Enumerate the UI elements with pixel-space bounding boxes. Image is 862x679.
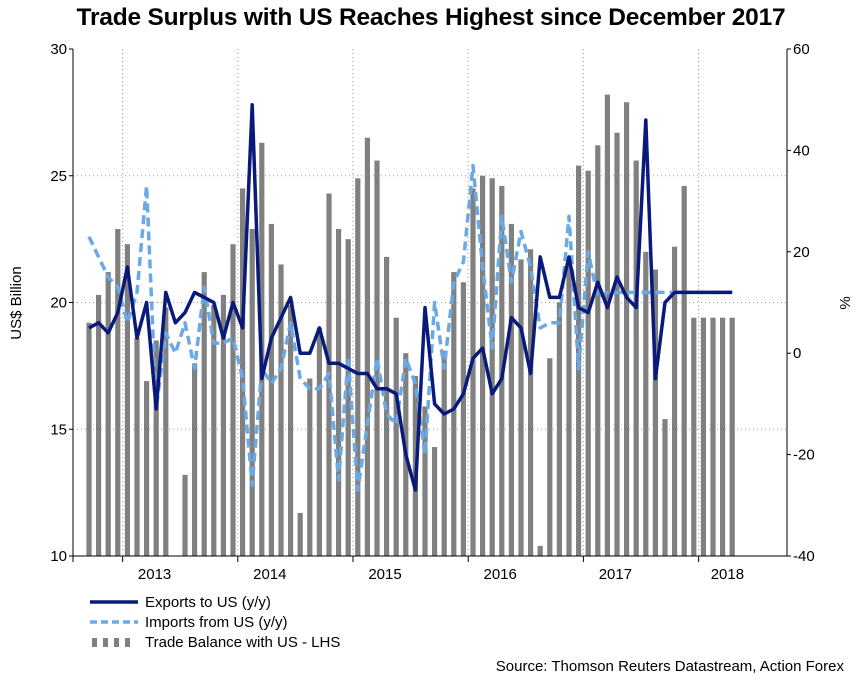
bar-trade-balance [96,294,102,556]
bar-trade-balance [364,137,370,556]
bar-trade-balance [192,363,198,556]
bar-trade-balance [470,188,476,557]
left-tick-label: 30 [50,41,67,58]
bar-trade-balance [134,337,140,556]
x-tick-label: 2014 [253,566,286,583]
bar-trade-balance [662,419,668,556]
right-tick-label: 20 [793,244,810,261]
bar-trade-balance [441,350,447,556]
bar-trade-balance [489,178,495,556]
bar-trade-balance [230,244,236,556]
right-tick-label: -40 [793,548,815,565]
left-tick-label: 25 [50,168,67,185]
axis-layer: 10 15 20 25 30 -40 -20 0 20 40 60 2013 2014 2015 2016 2… [50,41,814,583]
legend-swatch-balance [92,638,130,647]
bar-trade-balance [729,317,735,556]
bar-trade-balance [460,282,466,556]
right-axis-title: % [837,296,854,309]
bar-trade-balance [537,545,543,556]
bar-trade-balance [681,185,687,556]
bar-trade-balance [288,305,294,556]
bar-trade-balance [220,294,226,556]
legend-label-balance: Trade Balance with US - LHS [145,633,341,651]
bar-trade-balance [422,406,428,556]
bar-trade-balance [652,269,658,556]
bar-trade-balance [480,175,486,556]
bar-trade-balance [316,327,322,556]
bar-trade-balance [585,170,591,556]
legend-label-imports: Imports from US (y/y) [145,613,288,631]
legend-label-exports: Exports to US (y/y) [145,593,271,611]
bar-trade-balance [566,264,572,556]
chart-title: Trade Surplus with US Reaches Highest si… [76,4,786,31]
legend-item-imports: Imports from US (y/y) [90,612,340,632]
bar-trade-balance [432,446,438,556]
bar-layer [86,94,735,557]
bar-trade-balance [508,223,514,557]
exports-line-layer [88,103,733,492]
x-tick-label: 2017 [599,566,632,583]
bar-trade-balance [528,249,534,556]
imports-line-layer [87,163,733,492]
bar-trade-balance [556,302,562,556]
bar-trade-balance [115,228,121,557]
right-tick-label: 0 [793,345,801,362]
bar-trade-balance [182,474,188,556]
bar-trade-balance [374,160,380,557]
legend-swatch-imports [90,620,138,624]
left-tick-label: 10 [50,548,67,565]
bar-trade-balance [124,244,130,556]
bar-trade-balance [105,272,111,556]
legend: Exports to US (y/y) Imports from US (y/y… [90,592,340,652]
bar-trade-balance [297,512,303,556]
bar-trade-balance [278,264,284,556]
bar-trade-balance [345,239,351,556]
legend-swatch-exports [90,600,138,604]
bar-trade-balance [451,272,457,556]
bar-trade-balance [691,317,697,556]
bar-trade-balance [201,272,207,556]
right-tick-label: 60 [793,41,810,58]
source-note: Source: Thomson Reuters Datastream, Acti… [495,658,844,675]
bar-trade-balance [710,317,716,556]
bar-trade-balance [307,378,313,556]
line-imports [87,163,733,492]
left-tick-label: 15 [50,421,67,438]
right-tick-label: 40 [793,142,810,159]
bar-trade-balance [720,317,726,556]
legend-item-exports: Exports to US (y/y) [90,592,340,612]
bar-trade-balance [547,358,553,556]
bar-trade-balance [86,322,92,556]
left-tick-label: 20 [50,295,67,312]
bar-trade-balance [672,246,678,557]
bar-trade-balance [336,228,342,557]
right-tick-label: -20 [793,447,815,464]
bar-trade-balance [153,340,159,556]
x-tick-label: 2016 [484,566,517,583]
bar-trade-balance [614,132,620,556]
bar-trade-balance [393,317,399,556]
x-tick-label: 2015 [368,566,401,583]
bar-trade-balance [355,178,361,556]
bar-trade-balance [624,102,630,557]
bar-trade-balance [518,259,524,556]
bar-trade-balance [144,381,150,556]
bar-trade-balance [268,223,274,557]
grid-layer [73,49,787,556]
bar-trade-balance [211,305,217,556]
x-tick-label: 2013 [138,566,171,583]
x-tick-label: 2018 [711,566,744,583]
bar-trade-balance [249,228,255,557]
bar-trade-balance [595,145,601,556]
bar-trade-balance [643,251,649,557]
bar-trade-balance [163,307,169,556]
bar-trade-balance [700,317,706,556]
bar-trade-balance [604,94,610,556]
left-axis-title: US$ Billion [8,266,25,339]
bar-trade-balance [633,160,639,557]
line-exports [88,103,733,492]
legend-item-balance: Trade Balance with US - LHS [90,632,340,652]
